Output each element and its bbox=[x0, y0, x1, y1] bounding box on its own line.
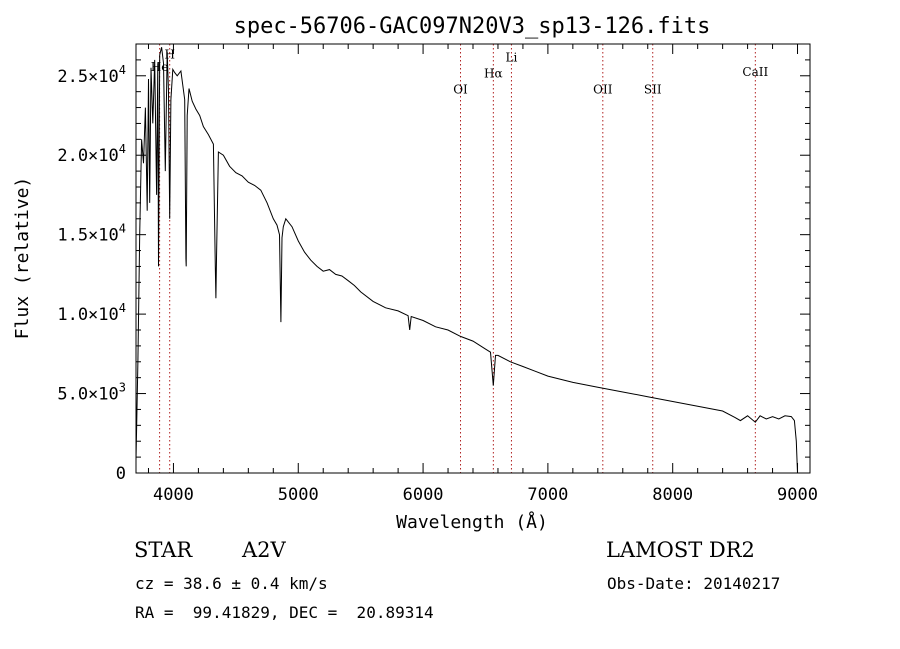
spectral-line-label: Li bbox=[506, 50, 518, 64]
y-axis-label: Flux (relative) bbox=[12, 177, 33, 340]
y-tick-label: 5.0×103 bbox=[57, 381, 126, 405]
object-subclass: A2V bbox=[242, 538, 286, 562]
x-axis-label: Wavelength (Å) bbox=[396, 511, 548, 533]
spectrum-series-line bbox=[135, 47, 798, 474]
y-tick-label: 0 bbox=[116, 464, 126, 484]
spectral-line-markers bbox=[159, 44, 756, 473]
x-tick-label: 9000 bbox=[777, 485, 818, 505]
y-tick-label: 2.0×104 bbox=[57, 142, 126, 166]
chart-title: spec-56706-GAC097N20V3_sp13-126.fits bbox=[234, 14, 711, 39]
x-tick-label: 4000 bbox=[153, 485, 194, 505]
x-tick-label: 6000 bbox=[403, 485, 444, 505]
spectral-line-label: H bbox=[164, 47, 174, 61]
y-tick-label: 2.5×104 bbox=[57, 63, 126, 87]
x-tick-label: 5000 bbox=[278, 485, 319, 505]
spectral-line-label: OII bbox=[593, 82, 613, 96]
tick-labels: 4000 5000 6000 7000 8000 9000 0 5.0×103 1.0×104 1… bbox=[57, 63, 818, 505]
x-tick-label: 7000 bbox=[527, 485, 568, 505]
spectral-line-label: He bbox=[151, 60, 169, 74]
object-type: STAR bbox=[134, 538, 193, 562]
observation-date: Obs-Date: 20140217 bbox=[607, 574, 781, 593]
spectral-line-label: SII bbox=[644, 82, 662, 96]
spectral-line-label: OI bbox=[453, 82, 468, 96]
spectral-line-label: Hα bbox=[484, 66, 503, 80]
x-tick-label: 8000 bbox=[652, 485, 693, 505]
y-tick-label: 1.5×104 bbox=[57, 222, 126, 246]
coordinates: RA = 99.41829, DEC = 20.89314 bbox=[135, 603, 434, 622]
survey-name: LAMOST DR2 bbox=[606, 538, 755, 562]
spectral-line-label: CaII bbox=[742, 65, 768, 79]
y-tick-label: 1.0×104 bbox=[57, 301, 126, 325]
redshift-cz: cz = 38.6 ± 0.4 km/s bbox=[135, 574, 328, 593]
axis-ticks bbox=[136, 44, 810, 474]
